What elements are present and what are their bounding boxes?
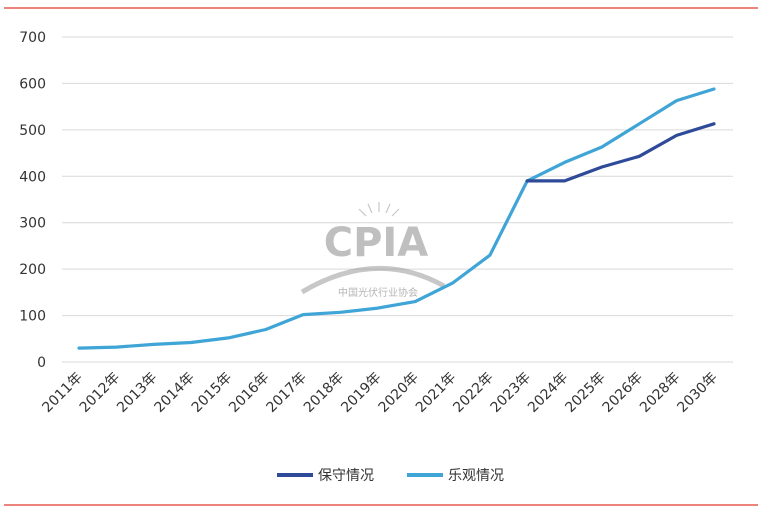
cpia-watermark: CPIA 中国光伏行业协会 <box>300 202 446 299</box>
x-tick-label: 2018年 <box>301 370 347 416</box>
x-tick-label: 2030年 <box>674 370 720 416</box>
x-tick-label: 2017年 <box>264 370 310 416</box>
x-tick-label: 2020年 <box>376 370 422 416</box>
y-tick-label: 200 <box>19 262 46 278</box>
x-tick-label: 2025年 <box>562 370 608 416</box>
sun-rays-icon <box>358 202 400 217</box>
x-tick-label: 2022年 <box>450 370 496 416</box>
series-line <box>77 87 716 350</box>
legend-label: 乐观情况 <box>448 468 504 484</box>
x-tick-label: 2014年 <box>151 370 197 416</box>
x-tick-label: 2016年 <box>226 370 272 416</box>
x-tick-label: 2021年 <box>413 370 459 416</box>
y-axis: 0 100 200 300 400 500 600 700 <box>19 30 46 371</box>
y-tick-label: 400 <box>19 169 46 185</box>
x-tick-label: 2026年 <box>600 370 646 416</box>
y-tick-label: 300 <box>19 216 46 232</box>
gridlines <box>62 36 733 363</box>
x-tick-label: 2024年 <box>525 370 571 416</box>
y-tick-label: 600 <box>19 76 46 92</box>
watermark-arc <box>300 265 446 295</box>
x-tick-label: 2012年 <box>77 370 123 416</box>
x-tick-label: 2013年 <box>114 370 160 416</box>
x-tick-label: 2023年 <box>488 370 534 416</box>
x-tick-label: 2028年 <box>637 370 683 416</box>
y-tick-label: 100 <box>19 309 46 325</box>
legend-label: 保守情况 <box>318 468 374 484</box>
series-line <box>525 122 716 183</box>
y-tick-label: 500 <box>19 123 46 139</box>
x-axis: 2011年2012年2013年2014年2015年2016年2017年2018年… <box>39 370 720 416</box>
y-tick-label: 0 <box>37 355 46 371</box>
x-tick-label: 2011年 <box>39 370 85 416</box>
watermark-logo-text: CPIA <box>324 220 429 266</box>
watermark-org-name: 中国光伏行业协会 <box>338 286 418 299</box>
series-lines <box>77 87 716 350</box>
x-tick-label: 2019年 <box>338 370 384 416</box>
legend: 保守情况 乐观情况 <box>277 468 504 484</box>
x-tick-label: 2015年 <box>189 370 235 416</box>
y-tick-label: 700 <box>19 30 46 46</box>
